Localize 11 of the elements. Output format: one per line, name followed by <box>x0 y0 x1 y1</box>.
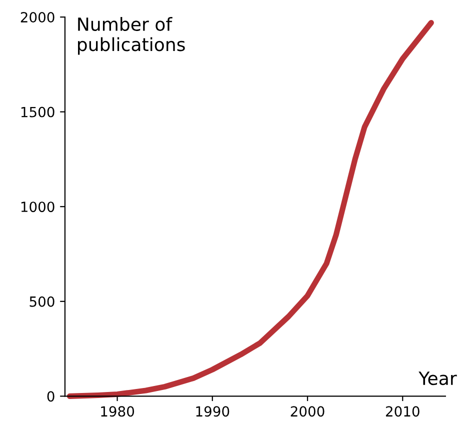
x-axis-title: Year <box>418 372 457 386</box>
x-tick-label: 1980 <box>101 406 134 417</box>
x-tick-label: 2000 <box>290 406 324 417</box>
x-tick-label: 1990 <box>196 406 230 417</box>
y-tick-label: 1500 <box>21 106 54 118</box>
y-tick-label: 0 <box>47 391 54 402</box>
y-axis-title: Number of publications <box>78 17 185 55</box>
x-tick-label: 2010 <box>386 406 420 417</box>
y-tick-label: 500 <box>30 296 54 307</box>
y-tick-label: 2000 <box>20 12 54 23</box>
y-tick-label: 1000 <box>21 202 54 212</box>
